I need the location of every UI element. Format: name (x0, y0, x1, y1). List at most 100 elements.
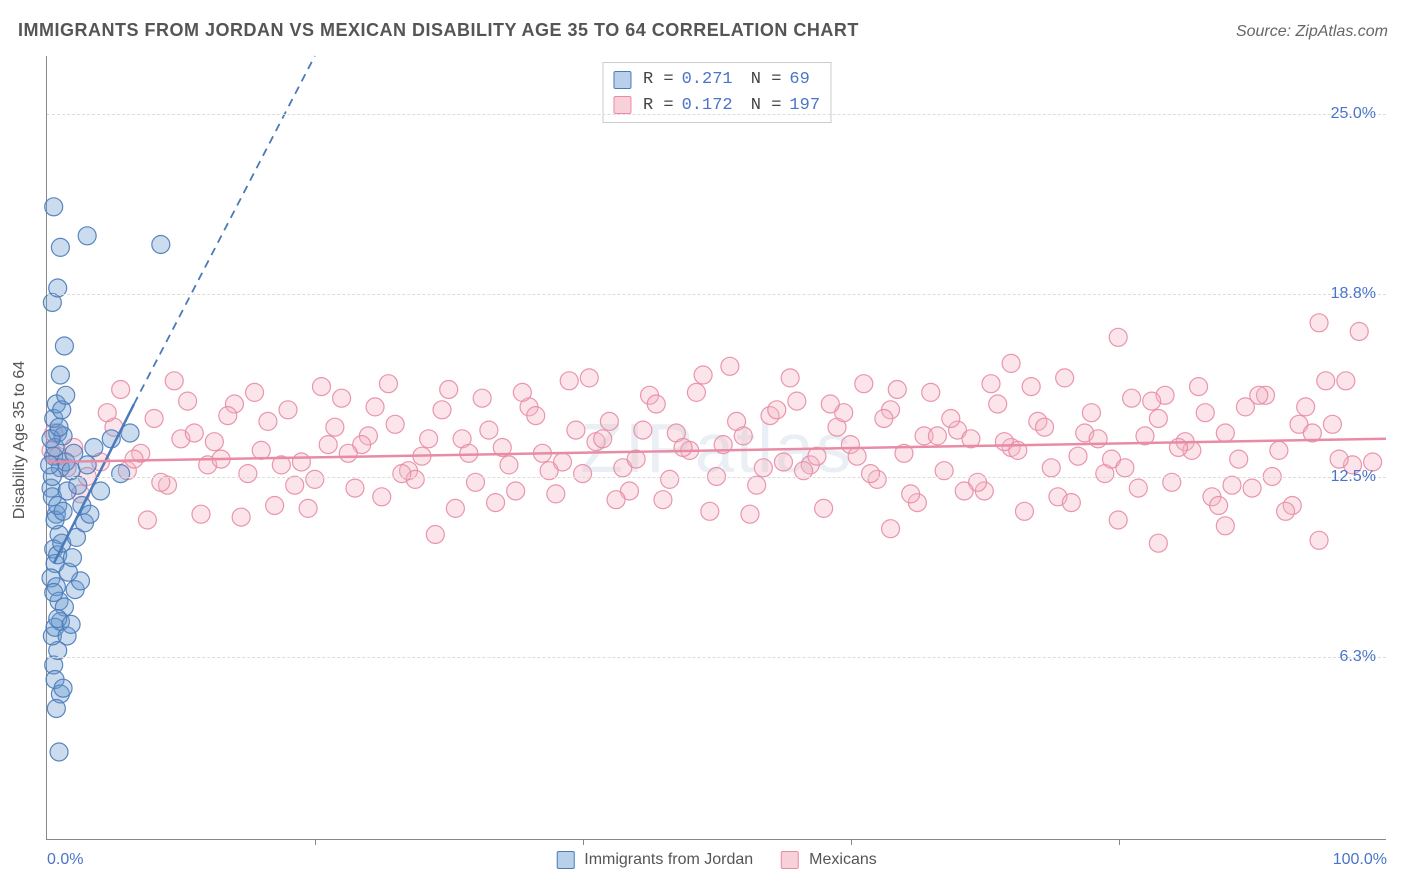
y-tick-label: 25.0% (1331, 105, 1376, 123)
data-point (246, 383, 264, 401)
data-point (373, 488, 391, 506)
data-point (252, 441, 270, 459)
data-point (1310, 314, 1328, 332)
data-point (98, 404, 116, 422)
data-point (125, 450, 143, 468)
data-point (1015, 502, 1033, 520)
data-point (1210, 497, 1228, 515)
data-point (567, 421, 585, 439)
legend-item-1: Mexicans (781, 851, 877, 869)
data-point (694, 366, 712, 384)
data-point (286, 476, 304, 494)
swatch-icon (781, 851, 799, 869)
data-point (848, 447, 866, 465)
data-point (955, 482, 973, 500)
data-point (815, 499, 833, 517)
data-point (192, 505, 210, 523)
data-point (1022, 378, 1040, 396)
data-point (634, 421, 652, 439)
data-point (47, 700, 65, 718)
data-point (674, 439, 692, 457)
legend-item-0: Immigrants from Jordan (556, 851, 753, 869)
x-tick-mark (583, 839, 584, 845)
data-point (1129, 479, 1147, 497)
data-point (1116, 459, 1134, 477)
x-tick-label-right: 100.0% (1333, 851, 1387, 869)
data-point (292, 453, 310, 471)
data-point (527, 407, 545, 425)
data-point (774, 453, 792, 471)
y-tick-label: 6.3% (1340, 648, 1376, 666)
data-point (600, 412, 618, 430)
data-point (1149, 410, 1167, 428)
data-point (219, 407, 237, 425)
data-point (138, 511, 156, 529)
data-point (1250, 386, 1268, 404)
data-point (928, 427, 946, 445)
data-point (989, 395, 1007, 413)
data-point (982, 375, 1000, 393)
chart-title: IMMIGRANTS FROM JORDAN VS MEXICAN DISABI… (18, 20, 859, 41)
data-point (145, 410, 163, 428)
data-point (152, 236, 170, 254)
x-tick-mark (851, 839, 852, 845)
data-point (902, 485, 920, 503)
y-axis-label: Disability Age 35 to 64 (11, 361, 29, 519)
data-point (1002, 354, 1020, 372)
data-point (239, 465, 257, 483)
data-point (420, 430, 438, 448)
data-point (51, 238, 69, 256)
gridline (47, 294, 1386, 295)
data-point (1163, 473, 1181, 491)
data-point (574, 465, 592, 483)
data-point (54, 679, 72, 697)
data-point (78, 227, 96, 245)
trend-line-extrapolated (134, 56, 315, 404)
data-point (1277, 502, 1295, 520)
data-point (1082, 404, 1100, 422)
data-point (440, 381, 458, 399)
data-point (922, 383, 940, 401)
swatch-series-0 (613, 71, 631, 89)
data-point (701, 502, 719, 520)
data-point (63, 549, 81, 567)
data-point (748, 476, 766, 494)
data-point (594, 430, 612, 448)
data-point (1123, 389, 1141, 407)
data-point (466, 473, 484, 491)
data-point (882, 520, 900, 538)
data-point (1337, 372, 1355, 390)
data-point (1109, 511, 1127, 529)
data-point (861, 465, 879, 483)
data-point (1196, 404, 1214, 422)
data-point (185, 424, 203, 442)
y-tick-label: 12.5% (1331, 468, 1376, 486)
data-point (647, 395, 665, 413)
data-point (259, 412, 277, 430)
data-point (179, 392, 197, 410)
data-point (433, 401, 451, 419)
gridline (47, 114, 1386, 115)
data-point (299, 499, 317, 517)
data-point (205, 433, 223, 451)
data-point (379, 375, 397, 393)
data-point (112, 381, 130, 399)
data-point (1270, 441, 1288, 459)
data-point (326, 418, 344, 436)
data-point (51, 366, 69, 384)
data-point (821, 395, 839, 413)
data-point (45, 198, 63, 216)
data-point (507, 482, 525, 500)
x-tick-mark (315, 839, 316, 845)
data-point (152, 473, 170, 491)
data-point (721, 357, 739, 375)
data-point (1317, 372, 1335, 390)
data-point (112, 465, 130, 483)
data-point (313, 378, 331, 396)
data-point (266, 497, 284, 515)
legend-series: Immigrants from Jordan Mexicans (556, 851, 877, 869)
data-point (875, 410, 893, 428)
legend-label-0: Immigrants from Jordan (584, 851, 753, 869)
source-label: Source: ZipAtlas.com (1236, 23, 1388, 41)
data-point (1069, 447, 1087, 465)
